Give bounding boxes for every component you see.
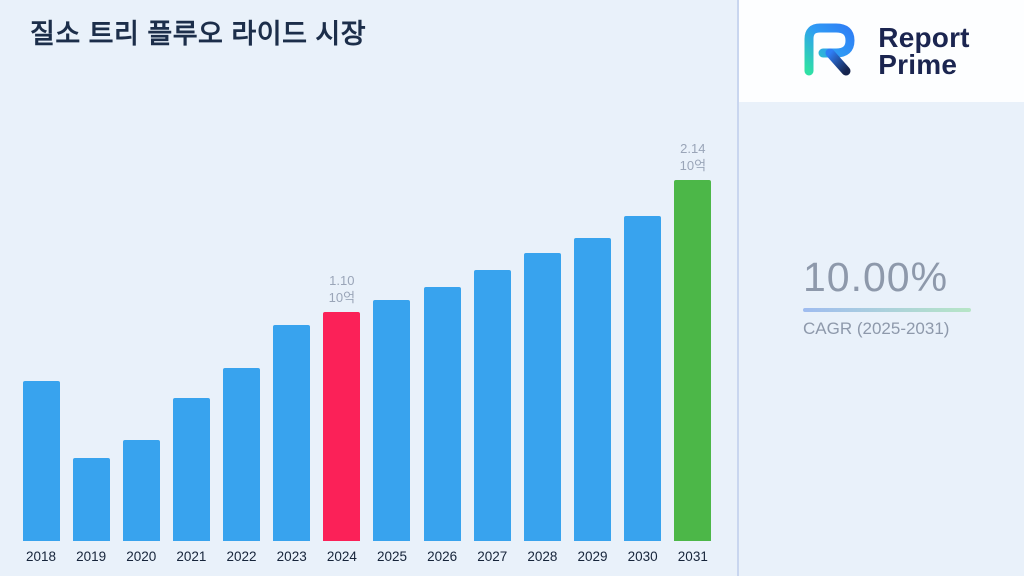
x-tick-2029: 2029 bbox=[577, 549, 608, 564]
brand-name-line1: Report bbox=[878, 21, 970, 53]
bar-column-2022: 2022 bbox=[219, 368, 265, 564]
bar-column-2024: 1.10 10억 2024 bbox=[319, 273, 365, 564]
x-tick-2030: 2030 bbox=[627, 549, 658, 564]
bar-column-2028: 2028 bbox=[519, 253, 565, 564]
bar-column-2023: 2023 bbox=[269, 325, 315, 564]
x-tick-2025: 2025 bbox=[376, 549, 407, 564]
x-tick-2031: 2031 bbox=[677, 549, 708, 564]
x-tick-2023: 2023 bbox=[276, 549, 307, 564]
brand-name: Report Prime bbox=[878, 21, 970, 80]
bar-2021 bbox=[172, 398, 210, 541]
x-tick-2028: 2028 bbox=[527, 549, 558, 564]
bar-column-2025: 2025 bbox=[369, 300, 415, 564]
bar-column-2031: 2.14 10억 2031 bbox=[670, 141, 716, 564]
bar-column-2019: 2019 bbox=[68, 458, 114, 564]
logo-area: Report Prime bbox=[739, 0, 1024, 102]
bar-chart: 2018 2019 2020 2021 2022 2023 1.10 10억 2024 2025… bbox=[18, 124, 716, 564]
cagr-label: CAGR (2025-2031) bbox=[803, 319, 950, 338]
bar-2028 bbox=[523, 253, 561, 541]
cagr-value: 10.00% bbox=[803, 254, 949, 300]
bar-2020 bbox=[122, 440, 160, 541]
x-tick-2019: 2019 bbox=[76, 549, 107, 564]
x-tick-2024: 2024 bbox=[326, 549, 357, 564]
bar-2030 bbox=[624, 216, 662, 541]
bar-2025 bbox=[373, 300, 411, 541]
x-tick-2021: 2021 bbox=[176, 549, 207, 564]
bar-2023 bbox=[273, 325, 311, 541]
x-tick-2027: 2027 bbox=[477, 549, 508, 564]
x-tick-2018: 2018 bbox=[25, 549, 57, 564]
page-title: 질소 트리 플루오 라이드 시장 bbox=[30, 19, 367, 49]
cagr-block: 10.00% CAGR (2025-2031) bbox=[803, 254, 978, 339]
report-prime-logo-icon bbox=[793, 17, 865, 86]
bar-2031 bbox=[674, 180, 712, 541]
bar-value-label-2024: 1.10 10억 bbox=[328, 273, 356, 306]
x-tick-2022: 2022 bbox=[226, 549, 257, 564]
bar-2026 bbox=[423, 287, 461, 541]
x-tick-2026: 2026 bbox=[427, 549, 458, 564]
bar-column-2018: 2018 bbox=[18, 381, 64, 564]
brand-logo: Report Prime bbox=[793, 17, 970, 86]
bar-column-2029: 2029 bbox=[570, 238, 616, 564]
brand-name-line2: Prime bbox=[878, 49, 958, 80]
bar-2019 bbox=[72, 458, 110, 541]
bar-2027 bbox=[473, 270, 511, 541]
bar-column-2020: 2020 bbox=[118, 440, 164, 564]
bar-2022 bbox=[223, 368, 261, 541]
vertical-divider bbox=[737, 0, 739, 576]
bar-2024 bbox=[323, 312, 361, 541]
cagr-underline bbox=[803, 308, 971, 312]
bar-value-label-2031: 2.14 10억 bbox=[679, 141, 707, 174]
bar-column-2027: 2027 bbox=[469, 270, 515, 564]
x-tick-2020: 2020 bbox=[126, 549, 157, 564]
bar-column-2026: 2026 bbox=[419, 287, 465, 564]
bar-2018 bbox=[22, 381, 60, 541]
bar-column-2021: 2021 bbox=[168, 398, 214, 564]
bar-2029 bbox=[574, 238, 612, 541]
bar-column-2030: 2030 bbox=[620, 216, 666, 564]
